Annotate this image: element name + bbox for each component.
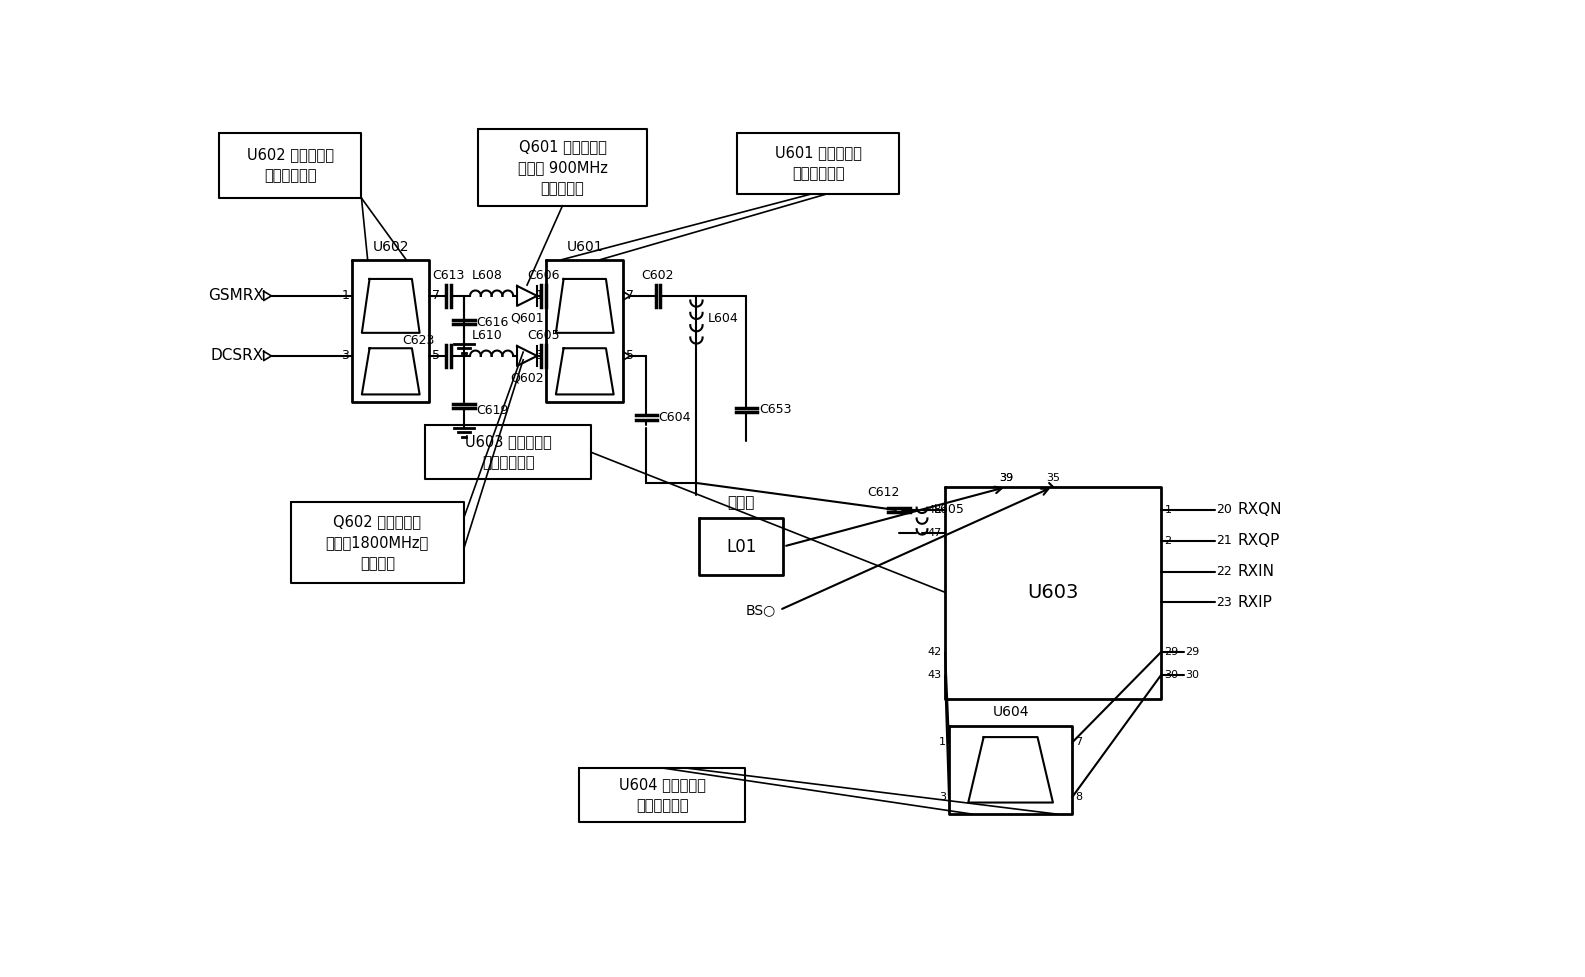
- Text: RXIP: RXIP: [1238, 595, 1273, 610]
- Text: Q601: Q601: [510, 312, 544, 324]
- Text: C605: C605: [526, 329, 560, 342]
- Text: BS○: BS○: [745, 603, 775, 617]
- Text: 39: 39: [1000, 473, 1014, 483]
- Text: 1: 1: [536, 289, 544, 302]
- Text: 5: 5: [626, 350, 634, 362]
- Text: C612: C612: [867, 487, 900, 499]
- Text: 2: 2: [1165, 535, 1171, 546]
- Text: 一本振: 一本振: [728, 495, 754, 510]
- Text: U604 损坏、虚尊
会引起不入网: U604 损坏、虚尊 会引起不入网: [618, 777, 705, 813]
- Text: U602 损坏、虚尊
会引起不入网: U602 损坏、虚尊 会引起不入网: [247, 148, 334, 184]
- Text: 30: 30: [1186, 670, 1200, 681]
- Text: L605: L605: [934, 503, 964, 517]
- Text: 47: 47: [927, 528, 941, 538]
- Text: 1: 1: [938, 738, 946, 747]
- Text: U603 损坏、虚尊
会引起不入网: U603 损坏、虚尊 会引起不入网: [464, 434, 552, 470]
- Text: DCSRX: DCSRX: [211, 349, 263, 363]
- Text: L01: L01: [726, 537, 756, 556]
- Text: C619: C619: [476, 404, 509, 417]
- Text: L610: L610: [472, 329, 502, 342]
- Text: 29: 29: [1186, 648, 1200, 658]
- Text: C616: C616: [476, 316, 509, 328]
- Text: 48: 48: [927, 505, 941, 515]
- Text: U602: U602: [372, 239, 409, 253]
- Text: 3: 3: [341, 350, 349, 362]
- Text: U601 损坏、虚尊
会引起不入网: U601 损坏、虚尊 会引起不入网: [775, 146, 862, 182]
- Text: Q602 损坏、虚尊
会引起1800MHz系
统不入网: Q602 损坏、虚尊 会引起1800MHz系 统不入网: [325, 514, 430, 572]
- Text: 7: 7: [433, 289, 441, 302]
- Text: Q601 损坏、虚尊
会引起 900MHz
系统不入网: Q601 损坏、虚尊 会引起 900MHz 系统不入网: [518, 139, 607, 195]
- Text: 5: 5: [433, 350, 441, 362]
- Text: 39: 39: [1000, 473, 1014, 483]
- Text: C606: C606: [526, 269, 560, 282]
- Text: C604: C604: [659, 411, 691, 424]
- Text: C653: C653: [759, 404, 791, 416]
- Text: 35: 35: [1046, 473, 1060, 483]
- Text: RXQN: RXQN: [1238, 502, 1282, 518]
- Text: 43: 43: [927, 670, 941, 681]
- Text: 30: 30: [1165, 670, 1179, 681]
- Text: 29: 29: [1165, 648, 1179, 658]
- Text: 1: 1: [341, 289, 349, 302]
- Text: 42: 42: [927, 648, 941, 658]
- Text: C602: C602: [642, 269, 674, 282]
- Text: 21: 21: [1216, 534, 1232, 547]
- Text: U603: U603: [1027, 583, 1079, 602]
- Text: 3: 3: [938, 792, 946, 802]
- Text: C613: C613: [433, 269, 464, 282]
- Text: L608: L608: [472, 269, 502, 282]
- Text: 20: 20: [1216, 503, 1232, 517]
- Text: C623: C623: [403, 334, 434, 347]
- Text: Q602: Q602: [510, 371, 544, 384]
- Text: 3: 3: [536, 350, 544, 362]
- Text: L604: L604: [708, 313, 739, 325]
- Text: RXQP: RXQP: [1238, 533, 1281, 548]
- Text: U601: U601: [566, 239, 602, 253]
- Text: 23: 23: [1216, 596, 1232, 609]
- Text: RXIN: RXIN: [1238, 564, 1274, 579]
- Text: 7: 7: [626, 289, 634, 302]
- Text: 7: 7: [1075, 738, 1083, 747]
- Text: 1: 1: [1165, 505, 1171, 515]
- Text: 22: 22: [1216, 565, 1232, 578]
- Text: GSMRX: GSMRX: [208, 288, 263, 304]
- Text: 8: 8: [1075, 792, 1083, 802]
- Text: U604: U604: [992, 705, 1029, 719]
